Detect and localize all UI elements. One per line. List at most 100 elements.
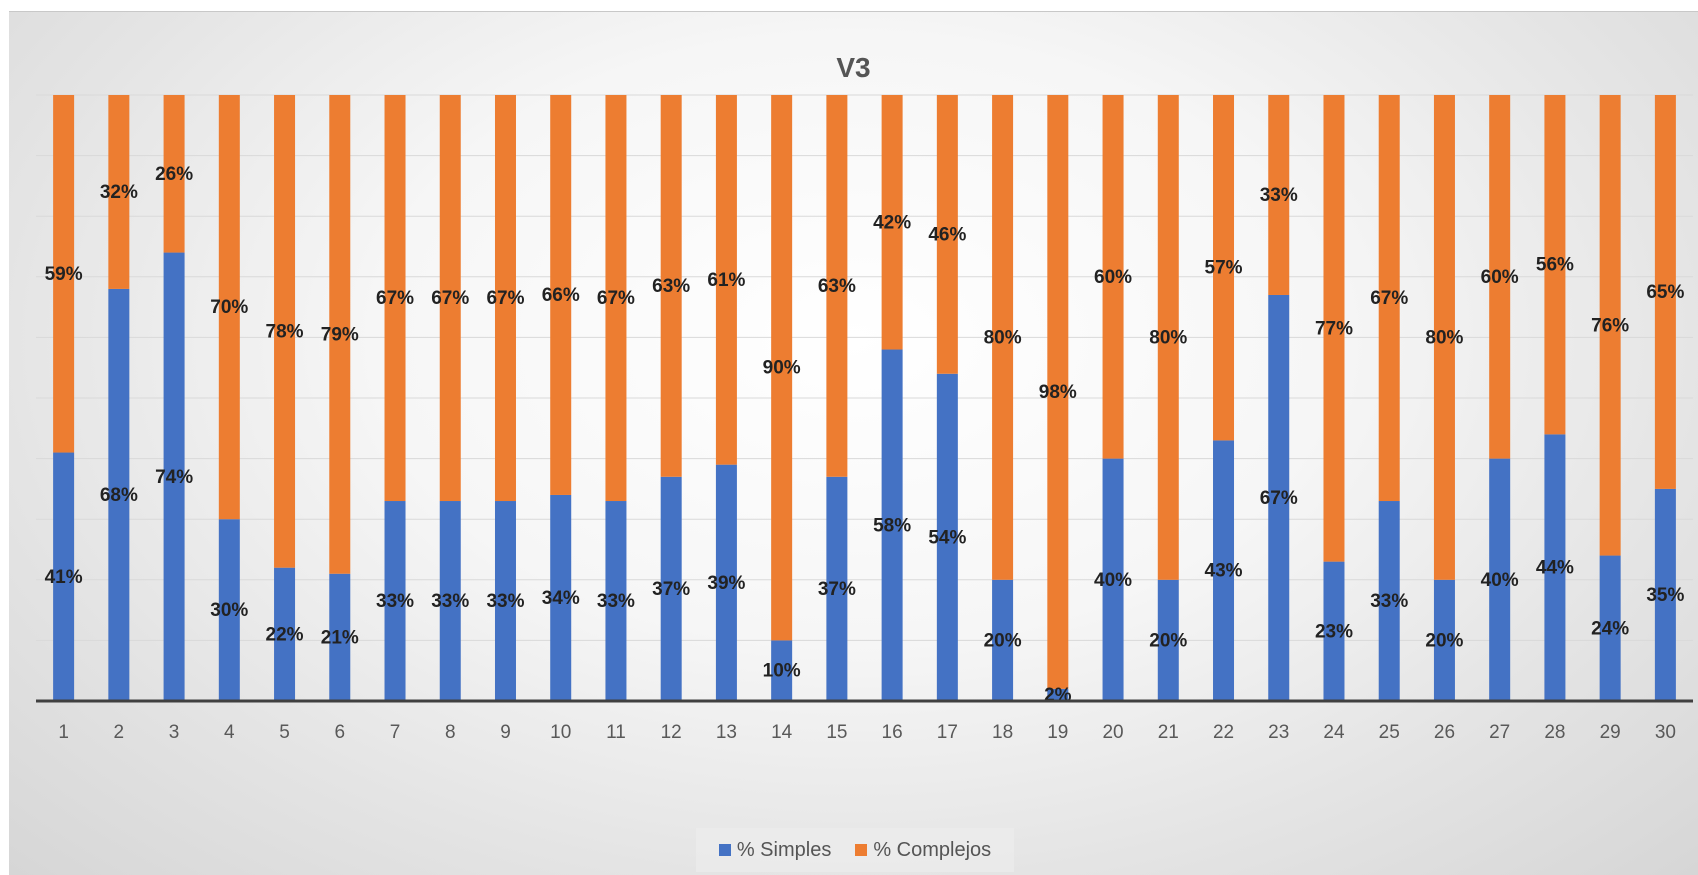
- data-label-complejos-2: 32%: [100, 182, 138, 203]
- bar-complejos-26: [1433, 95, 1455, 580]
- legend: % Simples % Complejos: [696, 828, 1014, 872]
- x-tick-label: 7: [390, 722, 401, 743]
- data-label-simples-10: 34%: [542, 588, 580, 609]
- x-tick-label: 26: [1434, 722, 1455, 743]
- data-label-simples-28: 44%: [1536, 558, 1574, 579]
- bar-simples-30: [1654, 488, 1676, 701]
- stacked-bar-chart: 41%59%168%32%274%26%330%70%422%78%521%79…: [36, 94, 1693, 743]
- bar-simples-4: [218, 519, 240, 701]
- data-label-complejos-5: 78%: [266, 321, 304, 342]
- data-label-complejos-1: 59%: [45, 264, 83, 285]
- bar-complejos-4: [218, 95, 240, 520]
- bar-simples-5: [274, 567, 296, 701]
- bar-complejos-20: [1102, 95, 1124, 459]
- bar-simples-27: [1489, 458, 1511, 701]
- data-label-complejos-29: 76%: [1591, 315, 1629, 336]
- bar-complejos-16: [881, 95, 903, 350]
- data-label-simples-2: 68%: [100, 485, 138, 506]
- data-label-complejos-21: 80%: [1149, 327, 1187, 348]
- bar-complejos-1: [53, 95, 75, 453]
- x-tick-label: 5: [279, 722, 290, 743]
- data-label-simples-22: 43%: [1205, 561, 1243, 582]
- x-tick-label: 20: [1102, 722, 1123, 743]
- bar-simples-19: [1047, 688, 1069, 701]
- bar-complejos-5: [274, 95, 296, 568]
- data-label-complejos-24: 77%: [1315, 318, 1353, 339]
- legend-item-complejos: % Complejos: [855, 839, 991, 862]
- x-tick-label: 2: [114, 722, 125, 743]
- x-tick-label: 18: [992, 722, 1013, 743]
- bar-simples-16: [881, 349, 903, 701]
- x-tick-label: 4: [224, 722, 235, 743]
- bar-simples-3: [163, 252, 185, 701]
- data-label-simples-21: 20%: [1149, 630, 1187, 651]
- data-label-complejos-27: 60%: [1481, 267, 1519, 288]
- x-tick-label: 10: [550, 722, 571, 743]
- data-label-simples-19: 2%: [1044, 685, 1072, 706]
- x-tick-label: 27: [1489, 722, 1510, 743]
- bar-complejos-13: [715, 95, 737, 465]
- data-label-complejos-3: 26%: [155, 164, 193, 185]
- x-tick-label: 16: [882, 722, 903, 743]
- bar-simples-8: [439, 501, 461, 701]
- bar-complejos-10: [550, 95, 572, 495]
- bar-simples-17: [936, 373, 958, 701]
- bar-simples-15: [826, 476, 848, 701]
- chart-area: V3 41% 59% 1 68% 32% 2 74% 26% 3 30% 70% 4 22% 78% 5 21…: [9, 11, 1698, 875]
- bar-simples-21: [1157, 579, 1179, 701]
- bar-complejos-9: [494, 95, 516, 502]
- x-tick-label: 14: [771, 722, 793, 743]
- data-label-complejos-9: 67%: [486, 288, 524, 309]
- bar-complejos-29: [1599, 95, 1621, 556]
- legend-swatch-simples: [718, 844, 731, 856]
- data-label-simples-15: 37%: [818, 579, 856, 600]
- bar-complejos-17: [936, 95, 958, 374]
- data-label-simples-8: 33%: [431, 591, 469, 612]
- data-label-simples-7: 33%: [376, 591, 414, 612]
- legend-label-complejos: % Complejos: [873, 838, 992, 861]
- data-label-simples-25: 33%: [1370, 591, 1408, 612]
- bar-complejos-6: [329, 95, 351, 574]
- bar-complejos-14: [771, 95, 793, 641]
- x-tick-label: 3: [169, 722, 180, 743]
- bar-simples-6: [329, 573, 351, 701]
- bar-complejos-8: [439, 95, 461, 502]
- bar-complejos-22: [1213, 95, 1235, 441]
- legend-swatch-complejos: [855, 844, 868, 856]
- data-label-simples-17: 54%: [928, 527, 966, 548]
- data-label-complejos-17: 46%: [928, 224, 966, 245]
- bar-simples-28: [1544, 434, 1566, 701]
- bar-complejos-23: [1268, 95, 1290, 295]
- x-tick-label: 28: [1544, 722, 1565, 743]
- data-label-simples-23: 67%: [1260, 488, 1298, 509]
- x-tick-label: 21: [1158, 722, 1179, 743]
- bar-simples-14: [771, 640, 793, 701]
- x-tick-label: 1: [58, 722, 69, 743]
- data-label-complejos-4: 70%: [210, 297, 248, 318]
- data-label-simples-13: 39%: [707, 573, 745, 594]
- data-label-simples-18: 20%: [984, 630, 1022, 651]
- bar-simples-22: [1213, 440, 1235, 701]
- x-tick-label: 12: [661, 722, 682, 743]
- x-tick-label: 19: [1047, 722, 1068, 743]
- x-tick-label: 17: [937, 722, 958, 743]
- data-label-simples-24: 23%: [1315, 621, 1353, 642]
- x-tick-label: 11: [606, 722, 626, 743]
- bar-simples-9: [494, 501, 516, 701]
- data-label-complejos-12: 63%: [652, 276, 690, 297]
- data-label-simples-4: 30%: [210, 600, 248, 621]
- bar-simples-20: [1102, 458, 1124, 701]
- bar-complejos-12: [660, 95, 682, 477]
- bar-complejos-24: [1323, 95, 1345, 562]
- data-label-simples-9: 33%: [486, 591, 524, 612]
- data-label-complejos-15: 63%: [818, 276, 856, 297]
- data-label-simples-3: 74%: [155, 467, 193, 488]
- x-tick-label: 29: [1600, 722, 1621, 743]
- bar-simples-2: [108, 288, 130, 701]
- x-tick-label: 25: [1379, 722, 1400, 743]
- bar-complejos-15: [826, 95, 848, 477]
- x-tick-label: 24: [1323, 722, 1345, 743]
- bar-simples-24: [1323, 561, 1345, 701]
- bar-complejos-27: [1489, 95, 1511, 459]
- data-label-complejos-19: 98%: [1039, 382, 1077, 403]
